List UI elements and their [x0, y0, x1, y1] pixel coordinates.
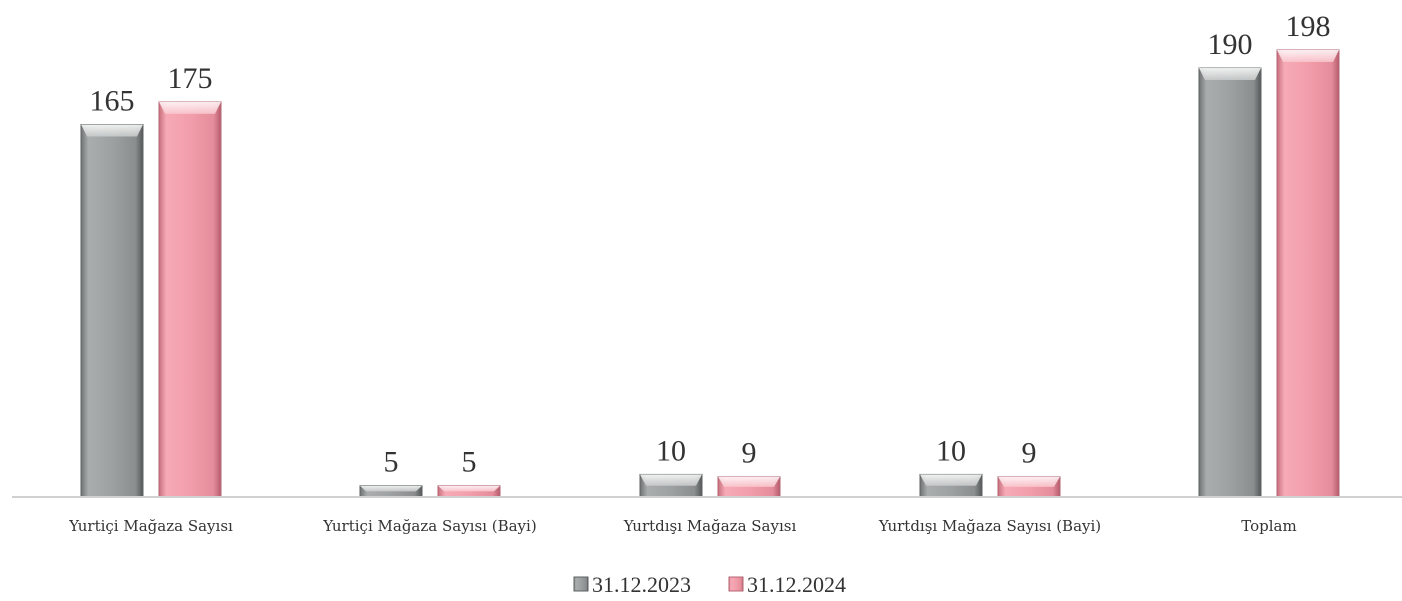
data-label: 5: [384, 446, 399, 479]
bar: [1276, 49, 1340, 498]
category-label: Yurtdışı Mağaza Sayısı (Bayi): [878, 517, 1101, 535]
data-label: 198: [1286, 10, 1331, 43]
category-labels-layer: Yurtiçi Mağaza Sayısı Yurtiçi Mağaza Sayı…: [68, 517, 1297, 535]
data-label: 10: [936, 434, 966, 467]
bar: [639, 473, 703, 498]
legend: 31.12.2023 31.12.2024: [573, 572, 846, 597]
legend-label: 31.12.2023: [592, 572, 691, 597]
category-label: Yurtiçi Mağaza Sayısı: [68, 517, 233, 535]
bar: [437, 485, 501, 498]
category-label: Yurtdışı Mağaza Sayısı: [623, 517, 797, 535]
legend-swatch: [573, 576, 589, 592]
data-label: 5: [462, 446, 477, 479]
legend-item: 31.12.2023: [573, 572, 691, 597]
data-label: 175: [168, 62, 213, 95]
legend-swatch: [728, 576, 744, 592]
legend-item: 31.12.2024: [728, 572, 846, 597]
bar: [717, 476, 781, 498]
category-label: Toplam: [1241, 517, 1296, 535]
bar: [359, 485, 423, 498]
data-label: 10: [656, 434, 686, 467]
bars-layer: [80, 49, 1340, 498]
data-label: 9: [742, 437, 757, 470]
legend-label: 31.12.2024: [747, 572, 846, 597]
bar: [1198, 67, 1262, 498]
bar: [997, 476, 1061, 498]
bar: [80, 124, 144, 498]
data-label: 165: [90, 85, 135, 118]
data-label: 190: [1208, 28, 1253, 61]
bar: [919, 473, 983, 498]
value-labels-layer: 165 175 5 5 10 9 10 9 190 198: [90, 10, 1331, 479]
bar: [158, 101, 222, 498]
category-label: Yurtiçi Mağaza Sayısı (Bayi): [322, 517, 536, 535]
data-label: 9: [1022, 437, 1037, 470]
